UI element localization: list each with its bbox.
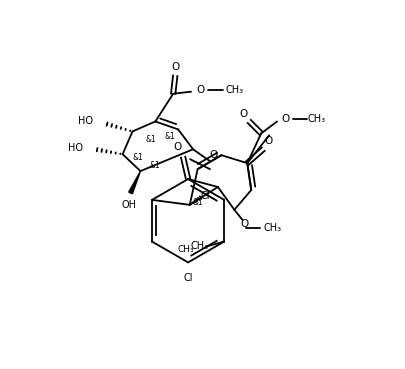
- Text: HO: HO: [68, 143, 83, 153]
- Text: O: O: [240, 219, 248, 229]
- Text: CH₃: CH₃: [190, 241, 208, 251]
- Text: Cl: Cl: [183, 273, 193, 283]
- Text: CH₃: CH₃: [226, 85, 244, 95]
- Text: CH₃: CH₃: [263, 223, 281, 233]
- Text: O: O: [264, 136, 272, 146]
- Text: CH₃: CH₃: [178, 245, 194, 254]
- Text: O: O: [196, 85, 204, 95]
- Text: OH: OH: [121, 200, 136, 210]
- Text: O: O: [282, 114, 290, 124]
- Text: CH₃: CH₃: [308, 114, 326, 124]
- Text: O: O: [173, 142, 181, 152]
- Text: &1: &1: [165, 132, 176, 141]
- Text: Cl: Cl: [201, 191, 210, 201]
- Text: &1: &1: [150, 161, 161, 170]
- Text: &1: &1: [132, 153, 143, 162]
- Text: &1: &1: [192, 199, 203, 207]
- Text: &1: &1: [145, 135, 156, 144]
- Text: O: O: [210, 150, 218, 160]
- Polygon shape: [129, 171, 141, 194]
- Text: HO: HO: [78, 117, 93, 127]
- Text: O: O: [239, 108, 247, 118]
- Text: O: O: [171, 62, 179, 72]
